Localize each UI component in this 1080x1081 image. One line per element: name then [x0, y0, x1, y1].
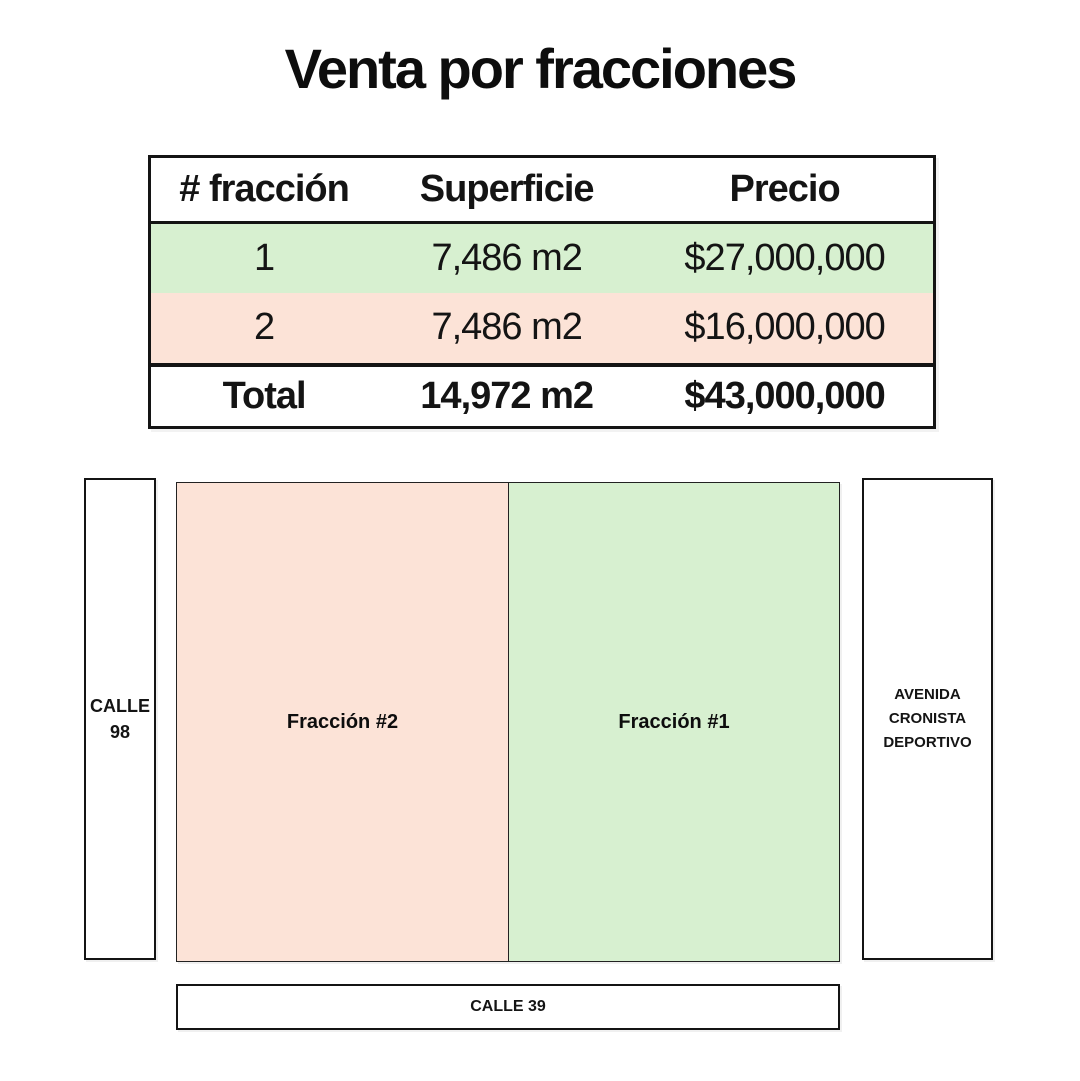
col-header-superficie: Superficie — [377, 156, 637, 224]
fraction-price: $27,000,000 — [684, 236, 885, 279]
fraction-area: 7,486 m2 — [431, 236, 582, 279]
street-avenida-label: AVENIDA CRONISTA DEPORTIVO — [883, 686, 972, 751]
fraction-area: 7,486 m2 — [431, 306, 582, 348]
street-calle-98: CALLE 98 — [84, 478, 156, 960]
total-area: 14,972 m2 — [420, 374, 594, 417]
page-title: Venta por fracciones — [284, 37, 798, 100]
street-avenida-cronista-deportivo: AVENIDA CRONISTA DEPORTIVO — [862, 478, 993, 960]
street-calle-98-label: CALLE 98 — [90, 695, 150, 742]
lot-fraction-1-label: Fracción #1 — [618, 710, 730, 733]
table-row-fraction-2: 2 7,486 m2 $16,000,000 — [149, 292, 935, 365]
table-header-row: # fracción Superficie Precio — [149, 156, 935, 224]
lot-fraction-1: Fracción #1 — [508, 483, 839, 961]
fraction-number: 1 — [254, 236, 275, 279]
fraction-price: $16,000,000 — [684, 306, 885, 348]
lot-fraction-2: Fracción #2 — [177, 483, 508, 961]
table-row-total: Total 14,972 m2 $43,000,000 — [149, 364, 935, 428]
price-table: # fracción Superficie Precio 1 7,486 m2 … — [148, 155, 936, 429]
table-row-fraction-1: 1 7,486 m2 $27,000,000 — [149, 222, 935, 293]
lot-plan: Fracción #2 Fracción #1 — [176, 482, 840, 962]
street-calle-39-label: CALLE 39 — [470, 998, 546, 1015]
total-price: $43,000,000 — [684, 374, 885, 417]
lot-fraction-2-label: Fracción #2 — [286, 710, 399, 733]
col-header-fraccion: # fracción — [149, 156, 378, 224]
fraction-number: 2 — [254, 306, 275, 348]
street-calle-39: CALLE 39 — [176, 984, 840, 1030]
price-table-container: # fracción Superficie Precio 1 7,486 m2 … — [148, 155, 936, 429]
col-header-precio: Precio — [636, 156, 935, 224]
total-label: Total — [222, 374, 307, 417]
